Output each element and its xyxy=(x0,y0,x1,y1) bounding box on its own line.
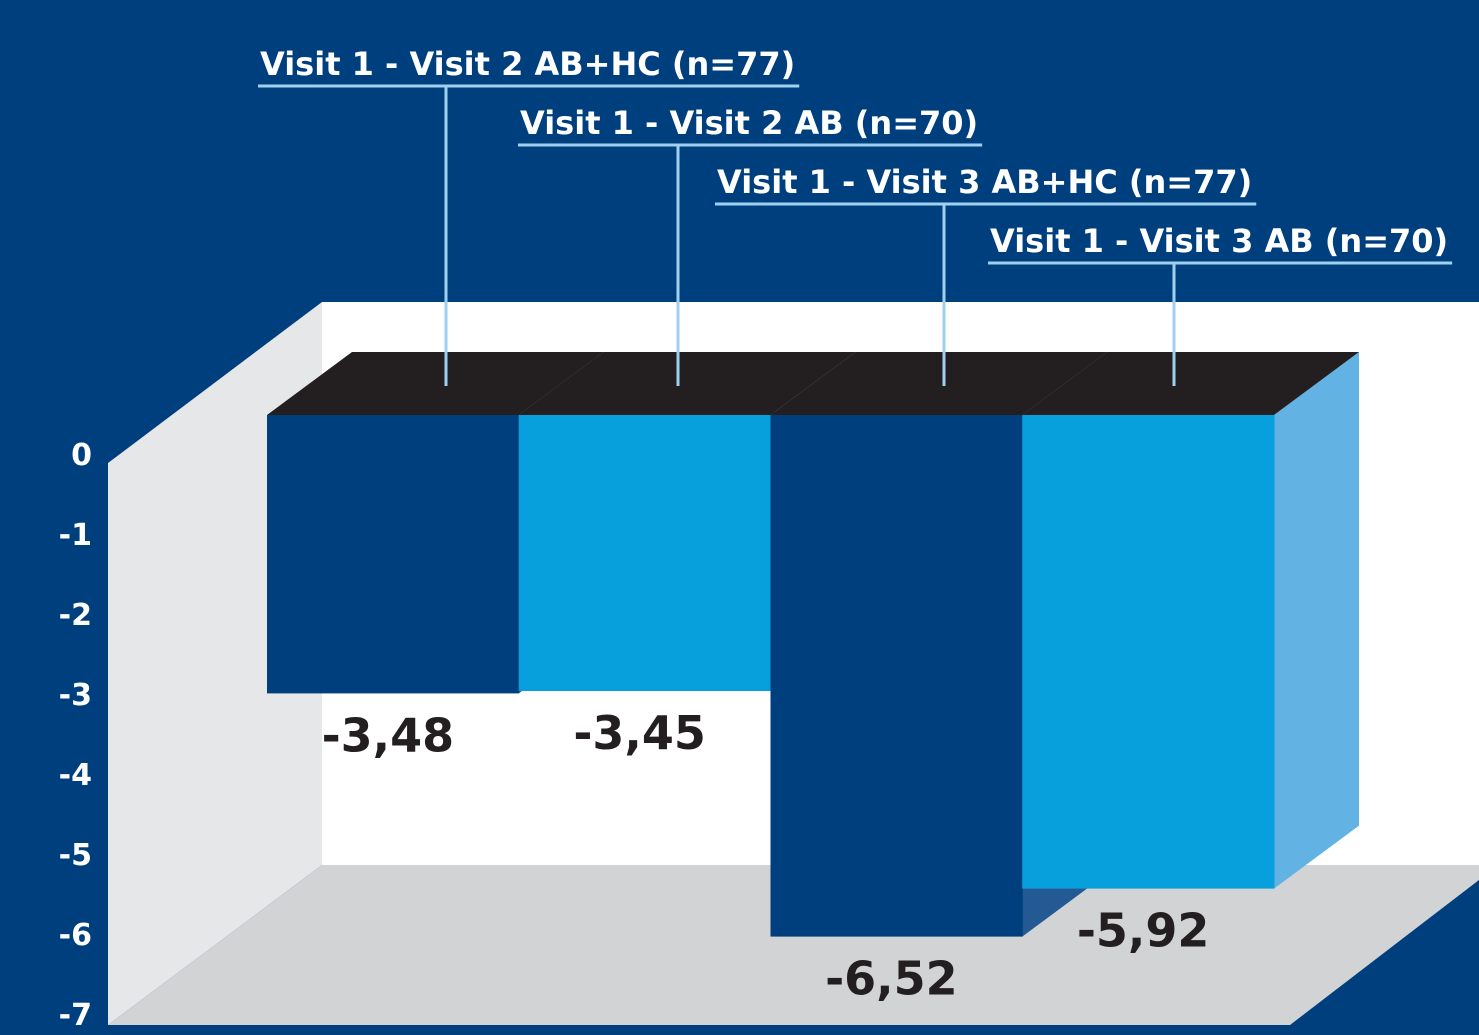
y-tick-label: -3 xyxy=(59,678,92,713)
bar xyxy=(1022,415,1275,889)
floor xyxy=(108,865,1479,1025)
y-tick-label: -1 xyxy=(59,518,92,553)
value-label: -5,92 xyxy=(1077,904,1210,958)
bar xyxy=(770,415,1023,937)
y-tick-label: -6 xyxy=(59,918,92,953)
y-tick-label: -4 xyxy=(59,758,92,793)
y-tick-label: -5 xyxy=(59,838,92,873)
value-label: -6,52 xyxy=(825,952,958,1006)
bar-top xyxy=(518,352,856,415)
bar-side xyxy=(1274,352,1359,889)
category-label: Visit 1 - Visit 3 AB+HC (n=77) xyxy=(717,163,1252,201)
bar xyxy=(518,415,771,691)
y-tick-label: 0 xyxy=(71,438,92,473)
y-tick-label: -7 xyxy=(59,998,92,1033)
bar-top xyxy=(267,352,604,415)
value-label: -3,48 xyxy=(322,708,455,762)
category-label: Visit 1 - Visit 3 AB (n=70) xyxy=(990,222,1448,260)
bar-top xyxy=(770,352,1108,415)
bar-top xyxy=(1022,352,1359,415)
bar xyxy=(267,415,520,694)
y-tick-label: -2 xyxy=(59,598,92,633)
category-label: Visit 1 - Visit 2 AB+HC (n=77) xyxy=(260,45,795,83)
value-label: -3,45 xyxy=(573,706,706,760)
category-label: Visit 1 - Visit 2 AB (n=70) xyxy=(520,104,978,142)
